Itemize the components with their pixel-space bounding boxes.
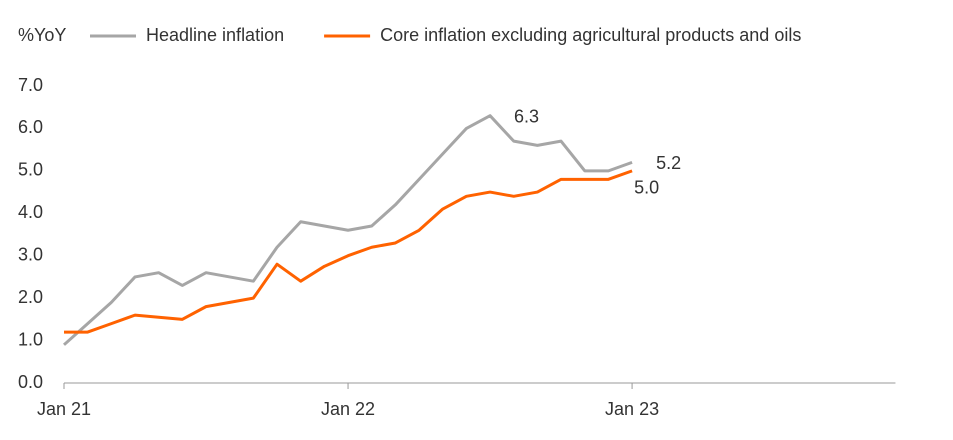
value-label: 5.2 — [656, 153, 681, 173]
y-tick-label: 1.0 — [18, 329, 43, 349]
y-tick-label: 2.0 — [18, 287, 43, 307]
y-axis-label: %YoY — [18, 25, 66, 45]
series-line — [64, 169, 633, 334]
y-tick-label: 6.0 — [18, 117, 43, 137]
y-tick-label: 3.0 — [18, 244, 43, 264]
legend-label: Headline inflation — [146, 25, 284, 45]
y-tick-label: 5.0 — [18, 160, 43, 180]
legend-label: Core inflation excluding agricultural pr… — [380, 25, 801, 45]
x-tick-label: Jan 21 — [37, 399, 91, 419]
series-line — [62, 114, 633, 346]
value-label: 6.3 — [514, 106, 539, 126]
x-tick-label: Jan 22 — [321, 399, 375, 419]
x-tick-label: Jan 23 — [605, 399, 659, 419]
y-tick-label: 4.0 — [18, 202, 43, 222]
value-label: 5.0 — [634, 178, 659, 198]
y-tick-label: 7.0 — [18, 75, 43, 95]
y-tick-label: 0.0 — [18, 372, 43, 392]
